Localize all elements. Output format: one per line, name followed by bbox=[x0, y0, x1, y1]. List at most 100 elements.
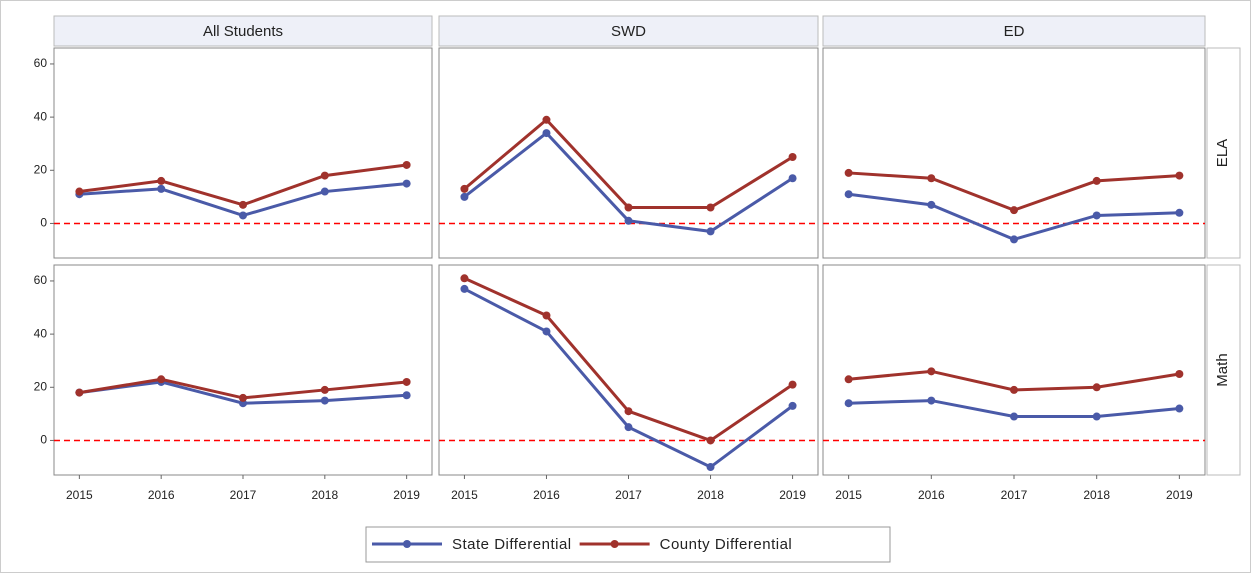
data-point bbox=[157, 375, 166, 384]
x-tick-label: 2015 bbox=[835, 488, 862, 502]
panel bbox=[53, 264, 433, 476]
data-point bbox=[402, 391, 411, 400]
data-point bbox=[402, 179, 411, 188]
x-tick-label: 2019 bbox=[1166, 488, 1193, 502]
data-point bbox=[788, 152, 797, 161]
data-point bbox=[542, 327, 551, 336]
data-point bbox=[624, 423, 633, 432]
data-point bbox=[844, 375, 853, 384]
data-point bbox=[927, 367, 936, 376]
x-tick-label: 2015 bbox=[451, 488, 478, 502]
data-point bbox=[320, 385, 329, 394]
y-tick-label: 0 bbox=[40, 433, 47, 447]
data-point bbox=[1175, 208, 1184, 217]
data-point bbox=[1010, 412, 1018, 421]
panel bbox=[438, 47, 819, 259]
row-header bbox=[1206, 264, 1241, 476]
data-point bbox=[788, 401, 797, 410]
y-tick-label: 20 bbox=[34, 162, 48, 176]
data-point bbox=[239, 200, 247, 209]
data-point bbox=[460, 284, 469, 293]
data-point bbox=[239, 393, 247, 402]
data-point bbox=[706, 227, 715, 236]
data-point bbox=[706, 463, 715, 472]
data-point bbox=[706, 203, 715, 212]
x-tick-label: 2017 bbox=[615, 488, 642, 502]
data-point bbox=[1175, 369, 1184, 378]
x-tick-label: 2016 bbox=[918, 488, 945, 502]
column-title: SWD bbox=[611, 23, 646, 40]
column-header bbox=[438, 15, 819, 47]
data-point bbox=[1010, 235, 1018, 244]
x-tick-label: 2019 bbox=[779, 488, 806, 502]
data-point bbox=[1010, 206, 1018, 215]
y-tick-label: 40 bbox=[34, 109, 48, 123]
y-tick-label: 40 bbox=[34, 326, 48, 340]
data-point bbox=[402, 377, 411, 386]
panel bbox=[438, 264, 819, 476]
data-point bbox=[1092, 211, 1101, 220]
data-point bbox=[927, 200, 936, 209]
data-point bbox=[320, 187, 329, 196]
column-header bbox=[822, 15, 1206, 47]
data-point bbox=[542, 115, 551, 124]
data-point bbox=[542, 311, 551, 320]
row-title: ELA bbox=[1214, 139, 1231, 167]
data-point bbox=[706, 436, 715, 445]
x-tick-label: 2016 bbox=[148, 488, 175, 502]
data-point bbox=[1092, 176, 1101, 185]
x-tick-label: 2018 bbox=[1083, 488, 1110, 502]
y-tick-label: 60 bbox=[34, 56, 48, 70]
column-title: ED bbox=[1004, 23, 1025, 40]
y-tick-label: 0 bbox=[40, 216, 47, 230]
legend-marker bbox=[403, 540, 411, 548]
data-point bbox=[1175, 171, 1184, 180]
row-header bbox=[1206, 47, 1241, 259]
data-point bbox=[844, 190, 853, 199]
y-tick-label: 20 bbox=[34, 379, 48, 393]
x-tick-label: 2016 bbox=[533, 488, 560, 502]
data-point bbox=[320, 396, 329, 405]
data-point bbox=[1010, 385, 1018, 394]
x-tick-label: 2018 bbox=[697, 488, 724, 502]
row-title: Math bbox=[1214, 353, 1231, 386]
data-point bbox=[75, 187, 84, 196]
data-point bbox=[75, 388, 84, 397]
data-point bbox=[239, 211, 247, 220]
data-point bbox=[788, 380, 797, 389]
data-point bbox=[320, 171, 329, 180]
column-title: All Students bbox=[203, 23, 283, 40]
data-point bbox=[624, 407, 633, 416]
x-tick-label: 2017 bbox=[1001, 488, 1028, 502]
data-point bbox=[460, 274, 469, 283]
data-point bbox=[844, 399, 853, 408]
x-tick-label: 2015 bbox=[66, 488, 93, 502]
legend-label: State Differential bbox=[452, 536, 572, 553]
y-tick-label: 60 bbox=[34, 273, 48, 287]
data-point bbox=[542, 129, 551, 138]
data-point bbox=[157, 176, 166, 185]
data-point bbox=[1092, 383, 1101, 392]
legend-marker bbox=[610, 540, 619, 548]
column-header bbox=[53, 15, 433, 47]
data-point bbox=[460, 184, 469, 193]
x-tick-label: 2019 bbox=[393, 488, 420, 502]
data-point bbox=[157, 184, 166, 193]
data-point bbox=[624, 216, 633, 225]
data-point bbox=[1092, 412, 1101, 421]
panel bbox=[822, 264, 1206, 476]
legend-label: County Differential bbox=[660, 536, 793, 553]
data-point bbox=[844, 168, 853, 177]
data-point bbox=[788, 174, 797, 183]
x-tick-label: 2017 bbox=[230, 488, 257, 502]
data-point bbox=[624, 203, 633, 212]
data-point bbox=[402, 160, 411, 169]
x-tick-label: 2018 bbox=[311, 488, 338, 502]
data-point bbox=[927, 396, 936, 405]
panel bbox=[53, 47, 433, 259]
data-point bbox=[927, 174, 936, 183]
data-point bbox=[1175, 404, 1184, 413]
panel bbox=[822, 47, 1206, 259]
data-point bbox=[460, 192, 469, 201]
